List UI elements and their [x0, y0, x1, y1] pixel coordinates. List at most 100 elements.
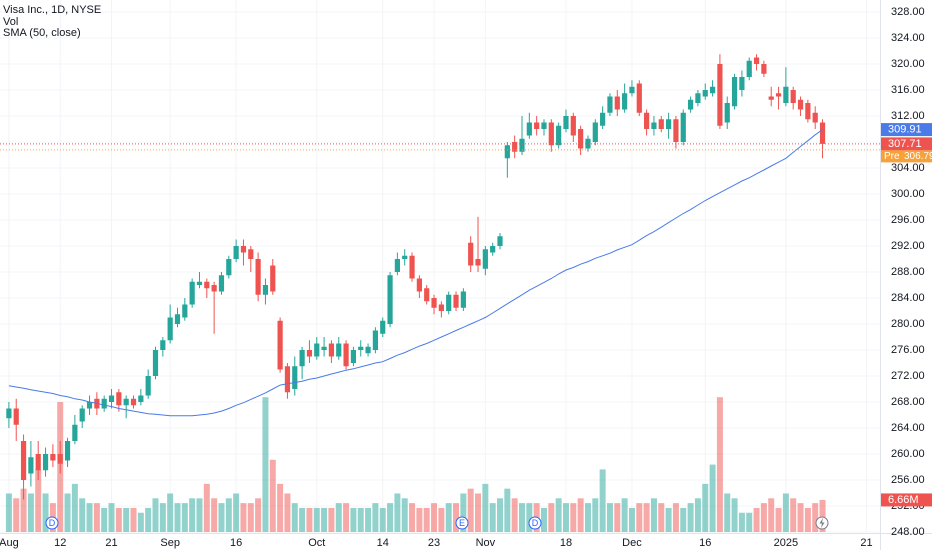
volume-bar	[123, 507, 130, 532]
volume-bar	[599, 469, 606, 532]
volume-value-label: 6.66M	[888, 494, 919, 506]
event-circle	[455, 516, 469, 530]
candle-body	[563, 116, 569, 129]
candle-body	[306, 350, 313, 357]
candle-body	[453, 294, 459, 308]
volume-bar	[467, 488, 474, 532]
volume-bar	[738, 512, 745, 532]
sma-value-box	[881, 123, 932, 137]
price-layer	[0, 54, 880, 500]
candle-body	[622, 93, 628, 110]
volume-bar	[174, 503, 181, 532]
volume-bar	[519, 503, 525, 532]
x-tick-label: Nov	[476, 537, 496, 549]
candle-body	[753, 57, 760, 64]
candle-body	[490, 246, 496, 253]
candle-body	[380, 320, 386, 334]
volume-bar	[372, 503, 379, 532]
volume-bar	[775, 507, 782, 532]
event-marker[interactable]: D	[45, 516, 59, 530]
volume-bar	[768, 498, 775, 532]
candle-body	[167, 317, 173, 341]
volume-bar	[445, 503, 452, 532]
event-label: E	[459, 518, 465, 528]
candle-body	[101, 398, 107, 409]
volume-bar	[145, 507, 152, 532]
volume-bar	[233, 493, 240, 532]
y-tick-label: 256.00	[891, 474, 925, 486]
volume-bar	[115, 507, 122, 532]
candle-body	[145, 376, 151, 396]
y-tick-label: 316.00	[891, 84, 925, 96]
candle-body	[556, 125, 562, 146]
volume-bar	[203, 483, 210, 532]
volume-bar	[13, 498, 20, 532]
candle-body	[79, 408, 85, 422]
candle-body	[438, 304, 444, 311]
lightning-icon[interactable]	[815, 516, 829, 530]
volume-bar	[746, 512, 753, 532]
candle-body	[600, 112, 606, 126]
volume-bar	[460, 493, 467, 532]
candle-body	[695, 93, 701, 103]
candle-body	[534, 122, 540, 129]
candle-body	[592, 122, 598, 142]
volume-bar	[20, 488, 27, 532]
volume-bar	[196, 498, 203, 532]
volume-bar	[709, 464, 716, 532]
volume-bar	[321, 507, 328, 532]
candle-body	[72, 424, 78, 441]
candle-body	[702, 90, 708, 97]
y-tick-label: 264.00	[891, 422, 925, 434]
candle-body	[460, 291, 466, 308]
y-tick-label: 328.00	[891, 6, 925, 18]
candle-body	[709, 86, 716, 94]
volume-bar	[672, 503, 679, 532]
candle-body	[717, 64, 723, 126]
volume-bar	[577, 498, 584, 532]
volume-bar	[409, 503, 416, 532]
volume-bar	[313, 507, 320, 532]
volume-bar	[284, 493, 291, 532]
volume-bar	[614, 503, 621, 532]
volume-bar	[159, 503, 166, 532]
volume-bar	[555, 498, 562, 532]
volume-bar	[431, 503, 438, 532]
sma-legend: SMA (50, close)	[3, 27, 81, 39]
candle-body	[585, 138, 591, 149]
candle-body	[497, 236, 503, 246]
volume-bar	[343, 503, 350, 532]
y-tick-label: 300.00	[891, 188, 925, 200]
volume-bar	[606, 503, 613, 532]
candle-body	[160, 340, 166, 350]
x-tick-label: 21	[105, 537, 117, 549]
volume-bar	[401, 498, 408, 532]
volume-bar	[35, 469, 42, 532]
volume-bar	[86, 503, 93, 532]
candle-body	[284, 366, 291, 393]
volume-bar	[247, 503, 254, 532]
candle-body	[673, 119, 679, 142]
axis-layer: 248.00252.00256.00260.00264.00268.00272.…	[0, 6, 932, 549]
y-tick-label: 280.00	[891, 318, 925, 330]
volume-bar	[255, 498, 262, 532]
volume-bar	[365, 507, 372, 532]
volume-bar	[27, 493, 34, 532]
x-tick-label: Oct	[308, 537, 325, 549]
candle-body	[724, 103, 730, 123]
x-tick-label: 18	[560, 537, 572, 549]
candle-body	[687, 99, 694, 110]
candle-body	[116, 392, 122, 406]
candle-body	[504, 145, 510, 159]
pre-price-label: 306.79	[904, 151, 932, 162]
candle-body	[629, 86, 635, 94]
candle-body	[812, 112, 818, 123]
y-tick-label: 272.00	[891, 370, 925, 382]
candle-body	[270, 265, 276, 292]
volume-bar	[687, 503, 694, 532]
y-tick-label: 324.00	[891, 32, 925, 44]
event-marker[interactable]: D	[528, 516, 542, 530]
event-marker[interactable]: E	[455, 516, 469, 530]
volume-bar	[152, 498, 159, 532]
candle-body	[255, 259, 261, 295]
